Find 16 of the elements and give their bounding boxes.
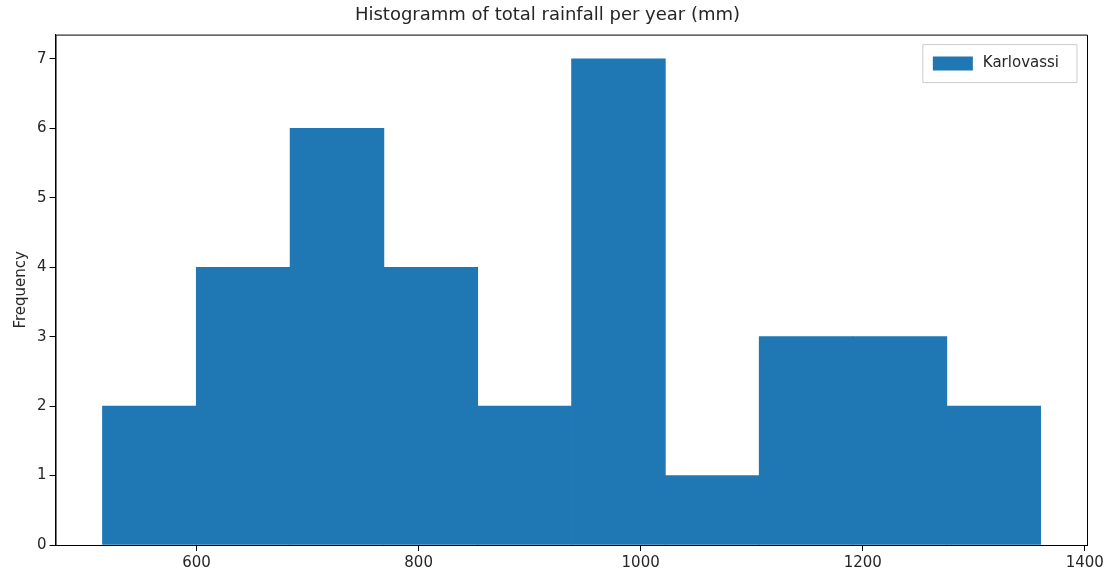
y-tick-label: 6 [37, 118, 47, 137]
y-tick-label: 3 [37, 326, 47, 345]
x-tick-label: 600 [182, 552, 211, 571]
y-tick-label: 2 [37, 396, 47, 415]
y-tick-label: 0 [37, 534, 47, 553]
legend-label: Karlovassi [982, 53, 1060, 72]
y-tick-label: 7 [37, 48, 47, 67]
y-tick-label: 5 [37, 187, 47, 206]
y-tick-label: 1 [37, 465, 47, 484]
x-tick-label: 1400 [1065, 552, 1104, 571]
x-tick-label: 1000 [621, 552, 660, 571]
chart-title: Histogramm of total rainfall per year (mm) [354, 3, 741, 25]
y-axis-title: Frequency [10, 250, 29, 329]
x-tick-label: 1200 [843, 552, 882, 571]
y-tick-label: 4 [37, 257, 47, 276]
x-tick-label: 800 [404, 552, 433, 571]
